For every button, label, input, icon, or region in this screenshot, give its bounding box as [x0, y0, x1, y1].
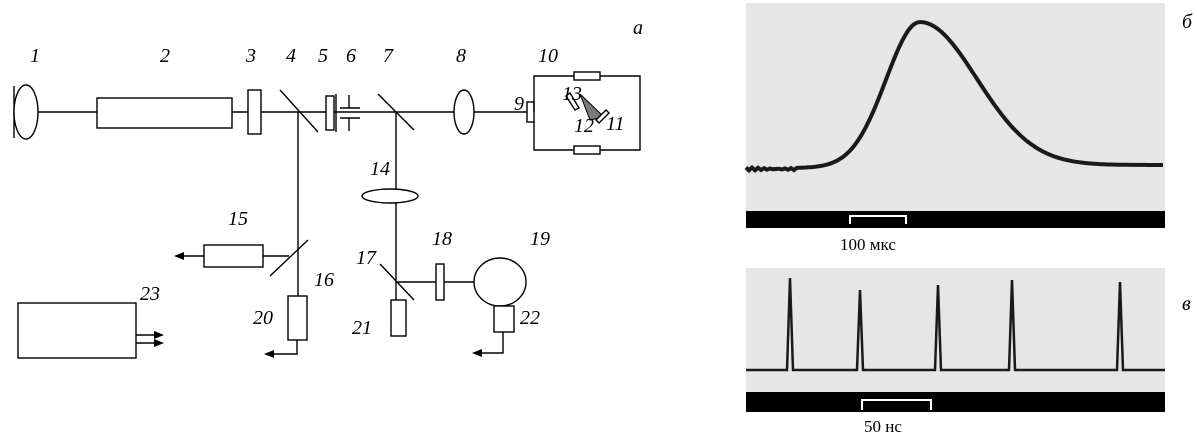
- scope-bar-b: [746, 211, 1165, 228]
- scale-label-b: 100 мкс: [840, 235, 896, 254]
- oscillogram-c: 50 нс в: [746, 268, 1191, 436]
- output-arrow-icon: [174, 252, 184, 260]
- component-label-11: 11: [606, 113, 625, 135]
- component-label-17: 17: [356, 247, 377, 269]
- electrode-bottom: [573, 145, 601, 155]
- scope-screen-c: [746, 268, 1165, 392]
- element-3: [247, 89, 262, 135]
- output-arrow-icon: [154, 331, 164, 339]
- component-label-12: 12: [574, 115, 594, 137]
- circuit-10: [533, 75, 641, 151]
- component-label-7: 7: [383, 45, 394, 67]
- component-label-15: 15: [228, 208, 248, 230]
- component-label-19: 19: [530, 228, 550, 250]
- component-label-23: 23: [140, 283, 160, 305]
- element-9: [526, 101, 535, 123]
- output-arrow-icon: [472, 349, 482, 357]
- lens-1: [13, 84, 39, 140]
- monochromator-19: [473, 257, 527, 307]
- detector-15: [203, 244, 264, 268]
- oscillogram-b: 100 мкс б: [744, 3, 1193, 254]
- panel-label-a: а: [633, 17, 643, 39]
- element-13: [565, 91, 580, 111]
- scope-bar-c: [746, 392, 1165, 412]
- component-label-18: 18: [432, 228, 452, 250]
- component-label-1: 1: [30, 45, 40, 67]
- element-11: [595, 109, 610, 124]
- component-label-13: 13: [562, 83, 582, 105]
- laser-rod-2: [96, 97, 233, 129]
- component-label-3: 3: [245, 45, 256, 67]
- unit-23: [17, 302, 137, 359]
- pmt-22: [493, 305, 515, 333]
- trace-c: [746, 277, 1165, 372]
- component-label-14: 14: [370, 158, 390, 180]
- output-arrow-icon: [264, 350, 274, 358]
- component-label-10: 10: [538, 45, 558, 67]
- component-label-20: 20: [253, 307, 273, 329]
- component-label-6: 6: [346, 45, 356, 67]
- detector-20: [287, 295, 308, 341]
- electrode-top: [573, 71, 601, 81]
- filter-18: [435, 263, 445, 301]
- component-label-21: 21: [352, 317, 372, 339]
- output-20: [270, 340, 298, 355]
- component-label-4: 4: [286, 45, 296, 67]
- scale-bracket-c: [861, 399, 932, 410]
- output-22: [478, 332, 504, 354]
- lens-8: [453, 89, 475, 135]
- detector-21: [390, 299, 407, 337]
- panel-label-c: в: [1182, 293, 1191, 315]
- output-arrow-icon: [154, 339, 164, 347]
- trace-b: [744, 19, 1163, 174]
- lens-14: [361, 188, 419, 204]
- scope-screen-b: [746, 3, 1165, 211]
- component-label-5: 5: [318, 45, 328, 67]
- component-label-8: 8: [456, 45, 466, 67]
- scale-bracket-b: [849, 215, 907, 224]
- component-label-9: 9: [514, 93, 524, 115]
- panel-label-b: б: [1182, 11, 1193, 33]
- beamsplitter-4: [279, 89, 319, 133]
- component-label-22: 22: [520, 307, 540, 329]
- beamsplitter-16: [269, 239, 309, 277]
- component-label-16: 16: [314, 269, 334, 291]
- component-label-2: 2: [160, 45, 170, 67]
- element-5: [325, 95, 335, 131]
- scale-label-c: 50 нс: [864, 417, 902, 436]
